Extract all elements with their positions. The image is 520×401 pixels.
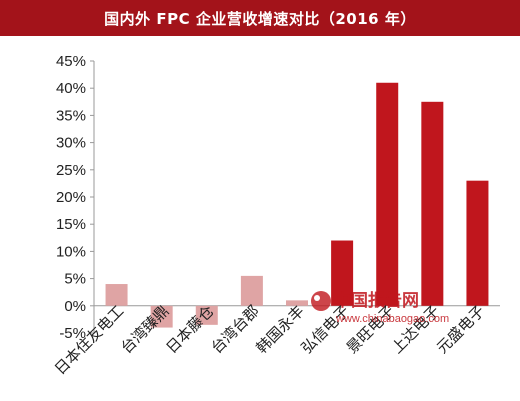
x-tick-label: 台湾臻鼎 [117,302,172,357]
bar [195,305,218,325]
y-tick-label: 30% [56,135,86,152]
y-tick-labels: -5% 0% 5% 10% 15% 20% 25% 30% 35% 40% 45% [56,53,86,342]
y-tick-label: 0% [64,298,86,315]
bar [240,275,263,306]
y-tick-label: 25% [56,162,86,179]
watermark-cn: 中国报告网 [334,290,419,311]
bar [421,101,444,306]
bar [466,180,489,306]
x-tick-label: 元盛电子 [433,302,488,357]
chart-title: 国内外 FPC 企业营收增速对比（2016 年） [0,0,520,36]
x-tick-label: 韩国永丰 [253,302,308,357]
y-tick-label: 45% [56,53,86,70]
bars [105,82,489,328]
y-tick-label: 10% [56,243,86,260]
watermark-logo-icon [311,291,331,311]
bar [331,240,354,306]
watermark: 中国报告网 www.chinabaogao.com [311,290,449,325]
y-tick-label: -5% [59,325,86,342]
y-tick-label: 40% [56,80,86,97]
bar [376,82,399,306]
y-tick-label: 5% [64,271,86,288]
watermark-en: www.chinabaogao.com [335,313,449,325]
y-tick-label: 15% [56,216,86,233]
bar [105,284,128,306]
bar [150,305,173,328]
y-tick-label: 35% [56,107,86,124]
y-tick-label: 20% [56,189,86,206]
bar [286,300,308,306]
